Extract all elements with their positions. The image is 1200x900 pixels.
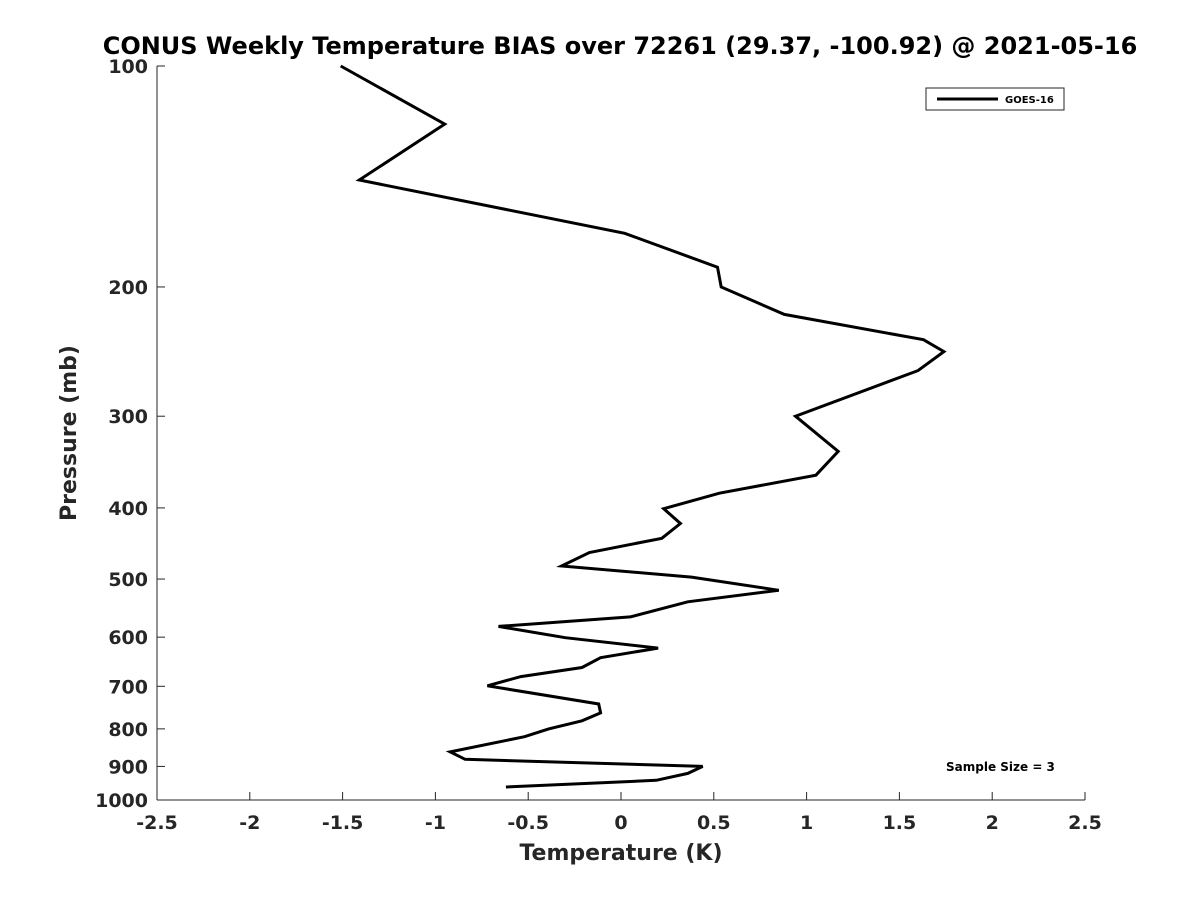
legend: GOES-16 [925, 87, 1065, 111]
series-layer [339, 64, 947, 789]
x-tick-label: -1 [425, 812, 446, 834]
legend-label-goes-16: GOES-16 [1005, 95, 1054, 106]
x-tick-label: -2 [239, 812, 260, 834]
x-tick-label: -2.5 [136, 812, 178, 834]
axes [156, 66, 1085, 801]
y-tick-label: 500 [108, 569, 148, 591]
x-tick-label: -0.5 [507, 812, 549, 834]
x-axis-label: Temperature (K) [519, 841, 722, 866]
x-tick-label: 1 [800, 812, 813, 834]
x-tick-label: 0.5 [697, 812, 731, 834]
x-tick-label: 1.5 [883, 812, 917, 834]
y-tick-label: 400 [108, 498, 148, 520]
y-tick-label: 800 [108, 719, 148, 741]
y-tick-label: 600 [108, 627, 148, 649]
sample-size-annotation: Sample Size = 3 [946, 760, 1055, 774]
x-tick-label: -1.5 [322, 812, 364, 834]
x-tick-label: 2 [986, 812, 999, 834]
y-tick-label: 200 [108, 277, 148, 299]
x-ticks: -2.5 -2 -1.5 -1 -0.5 0 0.5 1 1.5 2 2.5 [136, 792, 1102, 834]
x-tick-label: 0 [614, 812, 627, 834]
y-tick-label: 900 [108, 756, 148, 778]
x-tick-label: 2.5 [1068, 812, 1102, 834]
chart-title: CONUS Weekly Temperature BIAS over 72261… [103, 32, 1138, 60]
y-tick-label: 100 [108, 56, 148, 78]
y-tick-label: 1000 [95, 790, 148, 812]
y-tick-label: 700 [108, 676, 148, 698]
y-axis-label: Pressure (mb) [57, 345, 82, 521]
series-line-goes-16 [339, 64, 947, 789]
y-ticks: 100 200 300 400 500 600 700 800 900 1000 [95, 56, 165, 812]
y-tick-label: 300 [108, 406, 148, 428]
